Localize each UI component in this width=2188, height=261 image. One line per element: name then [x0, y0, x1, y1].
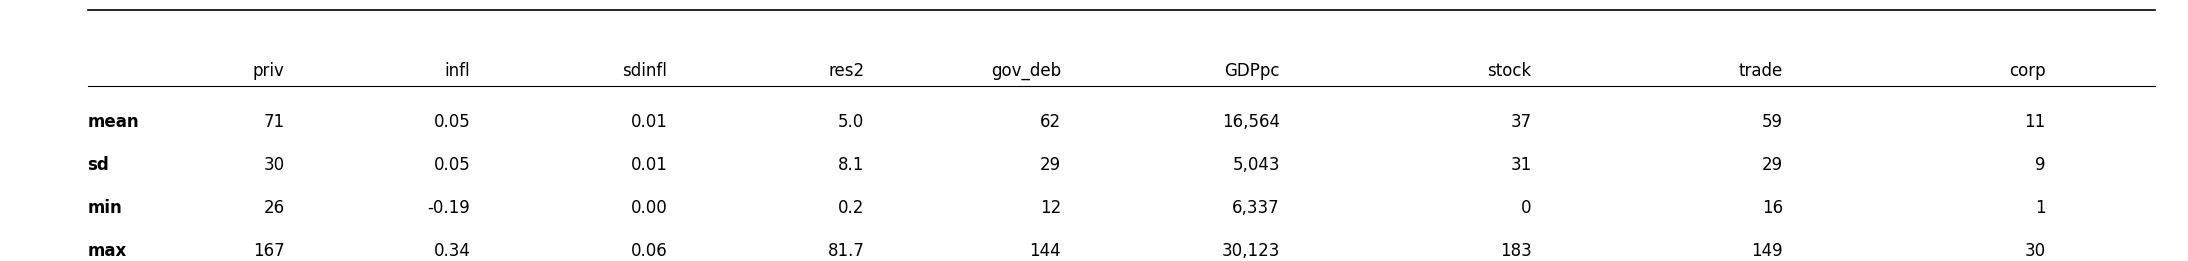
- Text: sd: sd: [88, 156, 109, 174]
- Text: 62: 62: [1039, 113, 1061, 131]
- Text: min: min: [88, 199, 123, 217]
- Text: 1: 1: [2035, 199, 2046, 217]
- Text: 26: 26: [263, 199, 284, 217]
- Text: 0.05: 0.05: [433, 156, 470, 174]
- Text: trade: trade: [1739, 62, 1783, 80]
- Text: 0.34: 0.34: [433, 242, 470, 260]
- Text: 183: 183: [1499, 242, 1532, 260]
- Text: 0.00: 0.00: [630, 199, 667, 217]
- Text: 0.05: 0.05: [433, 113, 470, 131]
- Text: 0: 0: [1521, 199, 1532, 217]
- Text: 37: 37: [1510, 113, 1532, 131]
- Text: 167: 167: [254, 242, 284, 260]
- Text: 0.01: 0.01: [630, 156, 667, 174]
- Text: 12: 12: [1039, 199, 1061, 217]
- Text: 30: 30: [2024, 242, 2046, 260]
- Text: priv: priv: [252, 62, 284, 80]
- Text: 8.1: 8.1: [838, 156, 864, 174]
- Text: 0.01: 0.01: [630, 113, 667, 131]
- Text: GDPpc: GDPpc: [1225, 62, 1280, 80]
- Text: 81.7: 81.7: [827, 242, 864, 260]
- Text: corp: corp: [2009, 62, 2046, 80]
- Text: 5.0: 5.0: [838, 113, 864, 131]
- Text: 9: 9: [2035, 156, 2046, 174]
- Text: 29: 29: [1039, 156, 1061, 174]
- Text: 6,337: 6,337: [1232, 199, 1280, 217]
- Text: 29: 29: [1761, 156, 1783, 174]
- Text: 144: 144: [1031, 242, 1061, 260]
- Text: 11: 11: [2024, 113, 2046, 131]
- Text: -0.19: -0.19: [427, 199, 470, 217]
- Text: gov_deb: gov_deb: [991, 62, 1061, 80]
- Text: stock: stock: [1488, 62, 1532, 80]
- Text: 59: 59: [1761, 113, 1783, 131]
- Text: 71: 71: [263, 113, 284, 131]
- Text: 149: 149: [1753, 242, 1783, 260]
- Text: 16: 16: [1761, 199, 1783, 217]
- Text: 30: 30: [263, 156, 284, 174]
- Text: mean: mean: [88, 113, 140, 131]
- Text: 5,043: 5,043: [1232, 156, 1280, 174]
- Text: res2: res2: [827, 62, 864, 80]
- Text: 0.06: 0.06: [630, 242, 667, 260]
- Text: max: max: [88, 242, 127, 260]
- Text: sdinfl: sdinfl: [621, 62, 667, 80]
- Text: 31: 31: [1510, 156, 1532, 174]
- Text: 0.2: 0.2: [838, 199, 864, 217]
- Text: 16,564: 16,564: [1221, 113, 1280, 131]
- Text: infl: infl: [444, 62, 470, 80]
- Text: 30,123: 30,123: [1221, 242, 1280, 260]
